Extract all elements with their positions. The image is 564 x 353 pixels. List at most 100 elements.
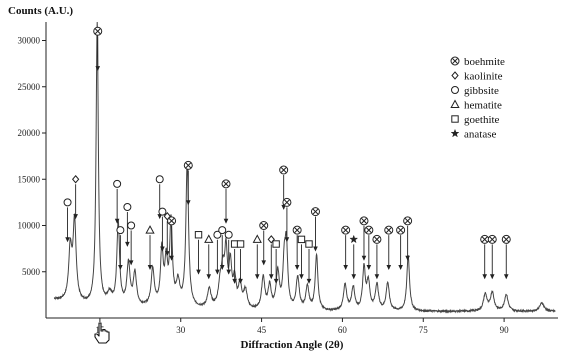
- peak-arrowhead: [313, 246, 318, 252]
- peak-arrowhead: [482, 274, 488, 280]
- peak-arrowhead: [284, 237, 290, 243]
- hematite-marker: [252, 234, 262, 243]
- boehmite-marker: [364, 225, 374, 235]
- peak-arrowhead: [73, 214, 78, 220]
- x-tick-label: 30: [176, 325, 186, 335]
- gibbsite-marker: [155, 175, 164, 184]
- gibbsite-marker: [63, 198, 72, 207]
- peak-arrowhead: [268, 274, 274, 280]
- boehmite-marker: [487, 234, 497, 244]
- goethite-marker: [236, 240, 245, 248]
- peak-arrowhead: [114, 218, 120, 224]
- peak-arrowhead: [169, 255, 174, 261]
- peak-arrowhead: [299, 274, 304, 280]
- peak-arrowhead: [128, 260, 134, 266]
- peak-arrowhead: [160, 246, 165, 252]
- boehmite-marker: [183, 160, 193, 170]
- y-tick-label: 15000: [18, 174, 41, 184]
- legend-label-goethite: goethite: [464, 114, 500, 126]
- boehmite-marker: [259, 221, 269, 230]
- boehmite-marker: [403, 216, 413, 226]
- kaolinite-legend-icon: [451, 71, 459, 80]
- boehmite-legend-icon: [450, 56, 460, 66]
- peak-arrowhead: [351, 274, 357, 280]
- boehmite-marker: [310, 207, 320, 217]
- gibbsite-legend-icon: [451, 86, 459, 94]
- peak-arrowhead: [398, 264, 403, 270]
- y-axis-title: Counts (A.U.): [8, 5, 73, 17]
- x-tick-label: 90: [500, 325, 510, 335]
- hematite-marker: [145, 225, 155, 234]
- boehmite-marker: [282, 197, 292, 207]
- peak-arrowhead: [273, 278, 279, 284]
- peak-arrowhead: [343, 264, 348, 270]
- gibbsite-marker: [158, 207, 167, 216]
- y-tick-label: 30000: [18, 36, 41, 46]
- peak-arrowhead: [489, 274, 495, 280]
- x-tick-label: 45: [257, 325, 267, 335]
- boehmite-marker: [279, 165, 289, 175]
- peak-arrows: [65, 36, 509, 284]
- gibbsite-marker: [113, 179, 122, 188]
- diffraction-pattern-line: [53, 21, 556, 314]
- peak-arrowhead: [361, 255, 367, 261]
- x-axis-title: Diffraction Angle (2θ): [241, 339, 344, 351]
- goethite-legend-icon: [451, 115, 459, 123]
- legend-label-gibbsite: gibbsite: [464, 85, 499, 97]
- x-tick-label: 75: [419, 325, 429, 335]
- legend-label-kaolinite: kaolinite: [464, 71, 503, 83]
- peak-arrowhead: [164, 251, 170, 257]
- peak-arrowhead: [125, 241, 130, 247]
- peak-arrowhead: [215, 269, 220, 275]
- x-tick-label: 60: [338, 325, 348, 335]
- gibbsite-marker: [218, 226, 227, 235]
- y-tick-label: 25000: [18, 82, 41, 92]
- legend-label-hematite: hematite: [464, 100, 502, 112]
- boehmite-marker: [93, 26, 103, 36]
- legend-label-boehmite: boehmite: [464, 56, 505, 68]
- goethite-marker: [272, 240, 280, 248]
- boehmite-marker: [501, 234, 511, 244]
- peak-arrowhead: [223, 218, 229, 224]
- peak-arrowhead: [261, 260, 267, 266]
- y-tick-label: 10000: [18, 221, 41, 231]
- peak-arrowhead: [185, 200, 191, 206]
- peak-arrowhead: [405, 255, 410, 261]
- peak-arrowhead: [196, 269, 201, 275]
- peak-arrowhead: [306, 278, 312, 284]
- peak-arrowhead: [147, 264, 153, 270]
- anatase-marker: [349, 234, 359, 244]
- legend: boehmite kaolinite gibbsite hematite goethit…: [450, 56, 505, 141]
- legend-label-anatase: anatase: [464, 129, 496, 141]
- hematite-marker: [204, 234, 214, 243]
- y-tick-label: 20000: [18, 128, 41, 138]
- peak-arrowhead: [226, 269, 232, 275]
- y-tick-label: 5000: [22, 267, 41, 277]
- peak-arrowhead: [503, 274, 509, 280]
- peak-arrowhead: [374, 274, 380, 280]
- peak-arrowhead: [206, 274, 212, 280]
- peak-arrowhead: [238, 278, 243, 284]
- gibbsite-marker: [123, 203, 132, 211]
- goethite-marker: [194, 231, 203, 239]
- hematite-legend-icon: [450, 99, 460, 108]
- gibbsite-marker: [127, 221, 136, 230]
- peak-arrowhead: [294, 264, 300, 270]
- phase-markers: [63, 26, 511, 248]
- peak-arrowhead: [65, 237, 70, 243]
- peak-arrowhead: [366, 264, 372, 270]
- boehmite-marker: [167, 216, 177, 226]
- boehmite-marker: [341, 225, 351, 235]
- boehmite-marker: [396, 225, 406, 235]
- boehmite-marker: [480, 234, 490, 244]
- peak-arrowhead: [219, 264, 225, 270]
- goethite-marker: [297, 235, 306, 244]
- boehmite-marker: [359, 216, 369, 226]
- peak-arrowhead: [118, 264, 123, 270]
- boehmite-marker: [384, 225, 394, 235]
- peak-arrowhead: [232, 278, 237, 284]
- boehmite-marker: [221, 179, 231, 189]
- goethite-marker: [305, 240, 313, 248]
- peak-arrowhead: [95, 66, 101, 72]
- gibbsite-marker: [213, 230, 222, 239]
